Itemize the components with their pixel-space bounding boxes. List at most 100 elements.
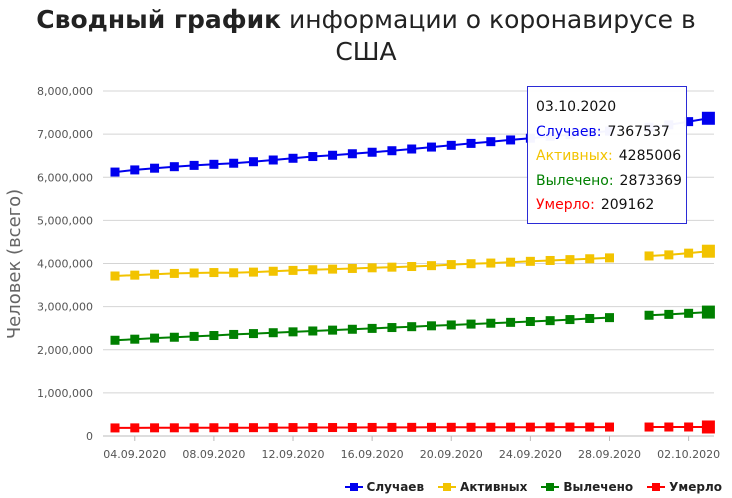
- data-point-deaths[interactable]: [585, 422, 595, 432]
- data-point-recovered[interactable]: [545, 316, 555, 326]
- data-point-active[interactable]: [367, 263, 377, 273]
- data-point-recovered[interactable]: [684, 308, 694, 318]
- data-point-recovered[interactable]: [387, 323, 397, 333]
- data-point-active[interactable]: [701, 244, 715, 258]
- data-point-cases[interactable]: [209, 159, 219, 169]
- data-point-deaths[interactable]: [229, 423, 239, 433]
- data-point-cases[interactable]: [110, 167, 120, 177]
- data-point-deaths[interactable]: [701, 420, 715, 434]
- data-point-recovered[interactable]: [605, 313, 614, 323]
- data-point-deaths[interactable]: [189, 423, 199, 433]
- data-point-recovered[interactable]: [466, 319, 476, 329]
- data-point-deaths[interactable]: [486, 422, 496, 432]
- data-point-cases[interactable]: [506, 135, 516, 145]
- data-point-recovered[interactable]: [585, 313, 595, 323]
- data-point-cases[interactable]: [169, 162, 179, 172]
- data-point-recovered[interactable]: [347, 324, 357, 334]
- data-point-active[interactable]: [387, 262, 397, 272]
- data-point-active[interactable]: [130, 270, 140, 280]
- data-point-deaths[interactable]: [446, 422, 456, 432]
- data-point-active[interactable]: [506, 257, 516, 267]
- data-point-deaths[interactable]: [169, 423, 179, 433]
- data-point-recovered[interactable]: [701, 305, 715, 319]
- data-point-deaths[interactable]: [268, 423, 278, 433]
- data-point-deaths[interactable]: [387, 422, 397, 432]
- data-point-recovered[interactable]: [328, 325, 338, 335]
- data-point-cases[interactable]: [466, 138, 476, 148]
- data-point-active[interactable]: [347, 263, 357, 273]
- data-point-cases[interactable]: [130, 165, 140, 175]
- data-point-recovered[interactable]: [426, 321, 436, 331]
- data-point-active[interactable]: [110, 271, 120, 281]
- data-point-active[interactable]: [308, 265, 318, 275]
- data-point-cases[interactable]: [189, 160, 199, 170]
- data-point-cases[interactable]: [367, 147, 377, 157]
- data-point-active[interactable]: [446, 260, 456, 270]
- data-point-cases[interactable]: [701, 111, 715, 125]
- data-point-recovered[interactable]: [150, 333, 160, 343]
- data-point-active[interactable]: [426, 261, 436, 271]
- data-point-recovered[interactable]: [248, 329, 258, 339]
- data-point-active[interactable]: [150, 269, 160, 279]
- data-point-deaths[interactable]: [328, 423, 338, 433]
- data-point-active[interactable]: [585, 254, 595, 264]
- data-point-cases[interactable]: [486, 137, 496, 147]
- data-point-cases[interactable]: [288, 153, 298, 163]
- legend-item-deaths[interactable]: Умерло: [647, 480, 722, 494]
- data-point-deaths[interactable]: [110, 423, 120, 433]
- data-point-deaths[interactable]: [525, 422, 535, 432]
- data-point-cases[interactable]: [426, 142, 436, 152]
- data-point-recovered[interactable]: [130, 334, 140, 344]
- data-point-recovered[interactable]: [229, 329, 239, 339]
- data-point-deaths[interactable]: [466, 422, 476, 432]
- data-point-recovered[interactable]: [367, 323, 377, 333]
- data-point-recovered[interactable]: [308, 326, 318, 336]
- data-point-cases[interactable]: [308, 152, 318, 162]
- data-point-recovered[interactable]: [189, 331, 199, 341]
- data-point-recovered[interactable]: [486, 318, 496, 328]
- data-point-active[interactable]: [466, 259, 476, 269]
- data-point-cases[interactable]: [387, 146, 397, 156]
- data-point-cases[interactable]: [328, 150, 338, 160]
- data-point-active[interactable]: [684, 248, 694, 258]
- data-point-deaths[interactable]: [407, 422, 417, 432]
- data-point-active[interactable]: [545, 255, 555, 265]
- data-point-recovered[interactable]: [209, 331, 219, 341]
- data-point-active[interactable]: [407, 262, 417, 272]
- data-point-cases[interactable]: [150, 163, 160, 173]
- data-point-active[interactable]: [189, 268, 199, 278]
- data-point-cases[interactable]: [268, 155, 278, 165]
- data-point-active[interactable]: [328, 264, 338, 274]
- data-point-deaths[interactable]: [367, 422, 377, 432]
- data-point-active[interactable]: [288, 265, 298, 275]
- data-point-deaths[interactable]: [545, 422, 555, 432]
- data-point-recovered[interactable]: [268, 328, 278, 338]
- data-point-recovered[interactable]: [525, 317, 535, 327]
- data-point-active[interactable]: [486, 258, 496, 268]
- data-point-cases[interactable]: [407, 144, 417, 154]
- data-point-deaths[interactable]: [347, 422, 357, 432]
- data-point-deaths[interactable]: [288, 423, 298, 433]
- data-point-deaths[interactable]: [506, 422, 516, 432]
- data-point-active[interactable]: [209, 268, 219, 278]
- legend-item-cases[interactable]: Случаев: [344, 480, 424, 494]
- data-point-active[interactable]: [229, 268, 239, 278]
- data-point-deaths[interactable]: [130, 423, 140, 433]
- data-point-recovered[interactable]: [446, 320, 456, 330]
- data-point-active[interactable]: [169, 268, 179, 278]
- data-point-cases[interactable]: [684, 117, 694, 127]
- data-point-cases[interactable]: [229, 158, 239, 168]
- data-point-active[interactable]: [248, 267, 258, 277]
- data-point-active[interactable]: [605, 253, 614, 263]
- data-point-cases[interactable]: [446, 140, 456, 150]
- data-point-deaths[interactable]: [644, 422, 654, 432]
- legend-item-active[interactable]: Активных: [438, 480, 527, 494]
- data-point-deaths[interactable]: [209, 423, 219, 433]
- data-point-recovered[interactable]: [169, 332, 179, 342]
- data-point-active[interactable]: [644, 251, 654, 261]
- data-point-deaths[interactable]: [150, 423, 160, 433]
- data-point-cases[interactable]: [347, 149, 357, 159]
- data-point-active[interactable]: [565, 255, 575, 265]
- data-point-cases[interactable]: [248, 157, 258, 167]
- data-point-deaths[interactable]: [565, 422, 575, 432]
